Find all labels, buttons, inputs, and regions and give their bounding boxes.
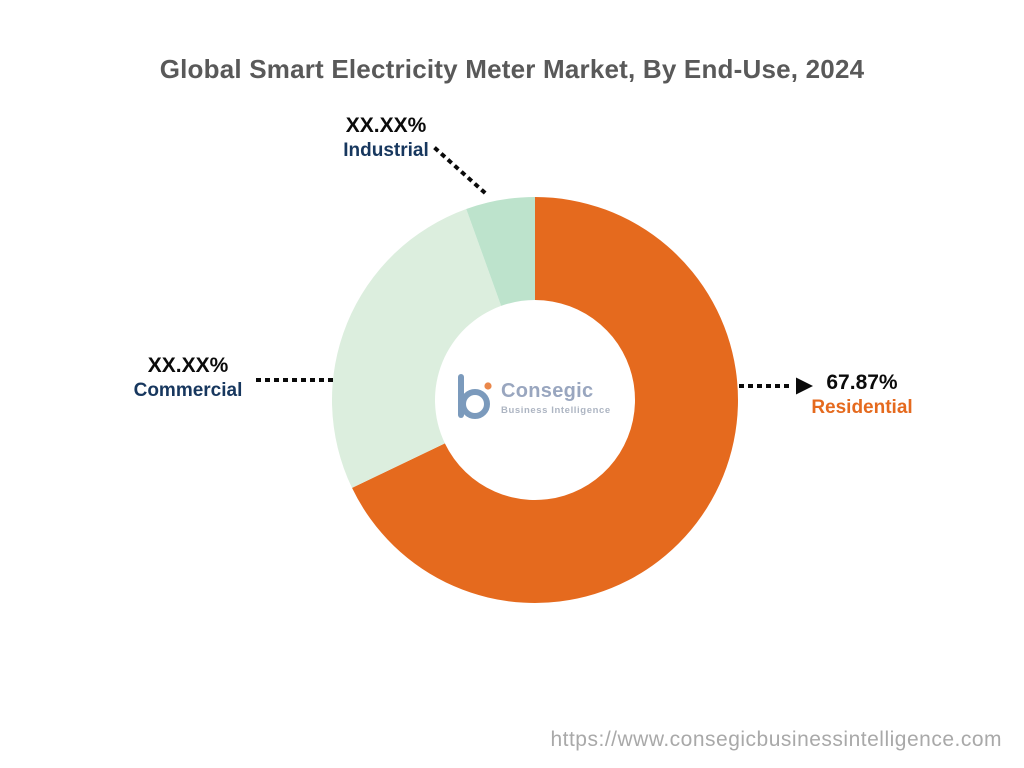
consegic-logo: Consegic Business Intelligence xyxy=(452,366,622,430)
logo-brand-text: Consegic xyxy=(501,380,594,402)
donut-segment-commercial xyxy=(331,209,502,488)
residential-arrowhead-icon xyxy=(796,377,813,395)
donut-segments xyxy=(331,197,738,603)
donut-segment-industrial xyxy=(466,197,535,306)
commercial-value: XX.XX% xyxy=(147,354,229,377)
donut-segment-residential xyxy=(352,197,738,603)
residential-name: Residential xyxy=(811,397,913,419)
footer-url: https://www.consegicbusinessintelligence… xyxy=(550,728,1002,751)
industrial-label: XX.XX% Industrial xyxy=(326,112,446,164)
industrial-value: XX.XX% xyxy=(345,114,427,137)
logo-tagline-text: Business Intelligence xyxy=(501,405,611,416)
residential-label: 67.87% Residential xyxy=(800,369,924,421)
commercial-name: Commercial xyxy=(133,380,243,402)
leader-lines xyxy=(256,146,813,395)
chart-title: Global Smart Electricity Meter Market, B… xyxy=(159,54,865,84)
commercial-label: XX.XX% Commercial xyxy=(122,352,254,404)
industrial-name: Industrial xyxy=(343,140,429,162)
logo-text: Consegic Business Intelligence xyxy=(501,380,611,416)
industrial-leader-line xyxy=(433,146,487,195)
consegic-b-icon xyxy=(452,373,494,423)
residential-value: 67.87% xyxy=(826,371,898,394)
